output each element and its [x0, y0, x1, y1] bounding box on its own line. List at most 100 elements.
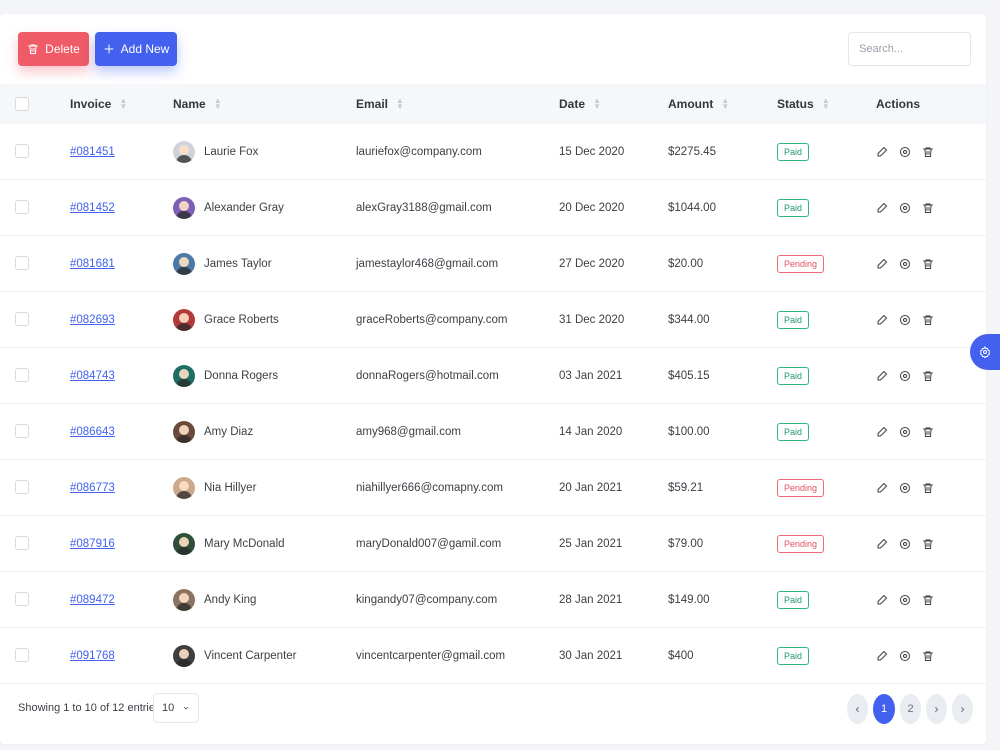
- avatar: [173, 196, 195, 219]
- chevrons-right-icon: [961, 706, 965, 712]
- delete-icon[interactable]: [922, 258, 934, 270]
- row-checkbox[interactable]: [15, 256, 29, 270]
- invoice-amount: $405.15: [668, 369, 710, 382]
- delete-button-label: Delete: [45, 42, 80, 56]
- settings-toggle-button[interactable]: [970, 334, 1000, 370]
- customer-name: Laurie Fox: [204, 145, 259, 158]
- row-checkbox[interactable]: [15, 592, 29, 606]
- invoice-date: 20 Jan 2021: [559, 481, 623, 494]
- row-checkbox[interactable]: [15, 312, 29, 326]
- customer-email: jamestaylor468@gmail.com: [356, 257, 499, 270]
- delete-icon[interactable]: [922, 370, 934, 382]
- select-all-checkbox[interactable]: [15, 97, 29, 111]
- edit-icon[interactable]: [876, 146, 888, 158]
- delete-icon[interactable]: [922, 482, 934, 494]
- view-icon[interactable]: [899, 202, 911, 214]
- edit-icon[interactable]: [876, 202, 888, 214]
- edit-icon[interactable]: [876, 594, 888, 606]
- row-checkbox[interactable]: [15, 200, 29, 214]
- invoice-link[interactable]: #081451: [70, 145, 115, 158]
- column-header-email[interactable]: Email ▲ ▼: [356, 96, 404, 112]
- row-checkbox[interactable]: [15, 648, 29, 662]
- view-icon[interactable]: [899, 482, 911, 494]
- view-icon[interactable]: [899, 650, 911, 662]
- previous-page-button[interactable]: [847, 694, 868, 724]
- delete-icon[interactable]: [922, 538, 934, 550]
- customer-name: Donna Rogers: [204, 369, 279, 382]
- trash-icon: [28, 44, 39, 54]
- invoice-link[interactable]: #086643: [70, 425, 115, 438]
- invoice-link[interactable]: #084743: [70, 369, 115, 382]
- delete-icon[interactable]: [922, 594, 934, 606]
- delete-icon[interactable]: [922, 314, 934, 326]
- row-checkbox[interactable]: [15, 368, 29, 382]
- row-checkbox[interactable]: [15, 424, 29, 438]
- last-page-button[interactable]: [952, 694, 973, 724]
- customer-name: James Taylor: [204, 257, 272, 270]
- view-icon[interactable]: [899, 258, 911, 270]
- delete-icon[interactable]: [922, 650, 934, 662]
- column-header-status[interactable]: Status ▲ ▼: [777, 96, 830, 112]
- invoice-amount: $149.00: [668, 593, 710, 606]
- edit-icon[interactable]: [876, 650, 888, 662]
- table-row: #087916 Mary McDonald maryDonald007@gamil.…: [0, 516, 986, 572]
- row-checkbox[interactable]: [15, 536, 29, 550]
- per-page-select[interactable]: 10: [153, 693, 199, 723]
- invoice-link[interactable]: #086773: [70, 481, 115, 494]
- delete-icon[interactable]: [922, 146, 934, 158]
- invoice-link[interactable]: #089472: [70, 593, 115, 606]
- edit-icon[interactable]: [876, 258, 888, 270]
- avatar: [173, 532, 195, 555]
- invoice-link[interactable]: #081681: [70, 257, 115, 270]
- sort-icon: ▲ ▼: [821, 96, 830, 111]
- invoice-amount: $100.00: [668, 425, 710, 438]
- edit-icon[interactable]: [876, 426, 888, 438]
- sort-icon: ▲ ▼: [213, 96, 222, 111]
- table-row: #086773 Nia Hillyer niahillyer666@comapny.…: [0, 460, 986, 516]
- column-header-amount[interactable]: Amount ▲ ▼: [668, 96, 730, 112]
- view-icon[interactable]: [899, 146, 911, 158]
- row-checkbox[interactable]: [15, 144, 29, 158]
- column-header-name[interactable]: Name ▲ ▼: [173, 96, 222, 112]
- table-footer: Showing 1 to 10 of 12 entries 10 1 2: [0, 686, 986, 744]
- add-new-button[interactable]: Add New: [95, 32, 177, 66]
- table-row: #082693 Grace Roberts graceRoberts@company…: [0, 292, 986, 348]
- row-checkbox[interactable]: [15, 480, 29, 494]
- status-badge: Paid: [777, 422, 810, 441]
- invoice-amount: $79.00: [668, 537, 704, 550]
- delete-button[interactable]: Delete: [18, 32, 89, 66]
- column-header-actions: Actions: [876, 97, 921, 111]
- invoice-link[interactable]: #081452: [70, 201, 115, 214]
- search-input[interactable]: [848, 32, 971, 66]
- view-icon[interactable]: [899, 370, 911, 382]
- invoice-link[interactable]: #082693: [70, 313, 115, 326]
- column-header-date[interactable]: Date ▲ ▼: [559, 96, 601, 112]
- table-row: #091768 Vincent Carpenter vincentcarpenter…: [0, 628, 986, 684]
- add-new-button-label: Add New: [120, 42, 170, 56]
- table-body: #081451 Laurie Fox lauriefox@company.com 15…: [0, 124, 986, 684]
- invoice-link[interactable]: #087916: [70, 537, 115, 550]
- edit-icon[interactable]: [876, 538, 888, 550]
- customer-email: maryDonald007@gamil.com: [356, 537, 502, 550]
- invoice-amount: $400: [668, 649, 694, 662]
- edit-icon[interactable]: [876, 314, 888, 326]
- table-row: #081452 Alexander Gray alexGray3188@gmail.…: [0, 180, 986, 236]
- invoice-date: 15 Dec 2020: [559, 145, 625, 158]
- status-badge: Paid: [777, 366, 810, 385]
- view-icon[interactable]: [899, 594, 911, 606]
- edit-icon[interactable]: [876, 370, 888, 382]
- edit-icon[interactable]: [876, 482, 888, 494]
- view-icon[interactable]: [899, 426, 911, 438]
- column-header-invoice[interactable]: Invoice ▲ ▼: [70, 96, 128, 112]
- next-page-button[interactable]: [926, 694, 947, 724]
- view-icon[interactable]: [899, 538, 911, 550]
- invoice-amount: $2275.45: [668, 145, 716, 158]
- page-button-1[interactable]: 1: [873, 694, 895, 724]
- page-button-2[interactable]: 2: [900, 694, 921, 724]
- view-icon[interactable]: [899, 314, 911, 326]
- gear-icon: [979, 346, 991, 358]
- customer-email: alexGray3188@gmail.com: [356, 201, 492, 214]
- delete-icon[interactable]: [922, 202, 934, 214]
- delete-icon[interactable]: [922, 426, 934, 438]
- invoice-link[interactable]: #091768: [70, 649, 115, 662]
